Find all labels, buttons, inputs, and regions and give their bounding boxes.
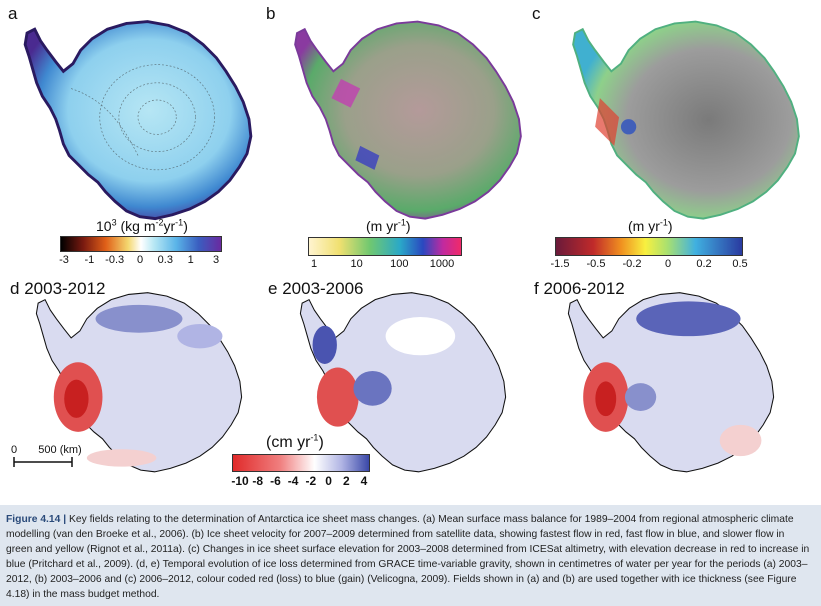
colorbar-a-tick: -3 [59, 254, 69, 266]
panel-f-label: f 2006-2012 [534, 279, 625, 298]
panel-c-letter: c [532, 4, 541, 23]
panel-a-smb-map [8, 12, 268, 232]
colorbar-d-tick: -2 [305, 474, 317, 488]
colorbar-d-tick: -4 [287, 474, 299, 488]
colorbar-c-tick: 0.2 [696, 258, 712, 270]
colorbar-a-tick: 1 [187, 254, 194, 266]
scale-bar-label: 500 (km) [38, 444, 82, 456]
antarctica-grace-2003-2006 [299, 292, 507, 473]
panel-a-letter: a [8, 4, 18, 23]
colorbar-d-tick: -10 [231, 474, 249, 488]
panel-e-label: e 2003-2006 [268, 279, 364, 298]
colorbar-c-tick: -0.5 [586, 258, 606, 270]
scale-bar-graphic [13, 457, 73, 467]
scale-bar-zero: 0 [10, 444, 18, 456]
colorbar-d-tick: 2 [342, 474, 350, 488]
panel-d-label: d 2003-2012 [10, 279, 106, 298]
colorbar-b-title: (m yr-1) [366, 217, 411, 234]
colorbar-a-tick: 3 [212, 254, 220, 266]
colorbar-d-tick: -8 [252, 474, 264, 488]
panel-f-grace-map [546, 284, 796, 484]
colorbar-b-tick: 100 [390, 258, 409, 270]
panel-e-grace-map [278, 284, 528, 484]
colorbar-a-tick: 0 [136, 254, 144, 266]
colorbar-c [555, 237, 743, 256]
caption-background [0, 505, 821, 606]
panel-b-letter: b [266, 4, 276, 23]
panel-b-velocity-map [278, 12, 538, 232]
panel-c-elevation-map [556, 12, 816, 232]
colorbar-b-tick: 10 [350, 258, 363, 270]
colorbar-a [60, 236, 222, 252]
colorbar-b-tick: 1 [310, 258, 318, 270]
colorbar-c-tick: 0 [664, 258, 672, 270]
colorbar-a-tick: -0.3 [105, 254, 125, 266]
colorbar-b-tick: 1000 [429, 258, 455, 270]
colorbar-d-tick: 4 [360, 474, 368, 488]
scale-bar [10, 442, 80, 477]
caption-figure-label: Figure 4.14 | [6, 514, 67, 525]
colorbar-d-title: (cm yr-1) [266, 432, 324, 451]
figure-caption: Figure 4.14 | Key fields relating to the… [6, 512, 812, 603]
colorbar-c-tick: -0.2 [622, 258, 642, 270]
colorbar-b [308, 237, 462, 256]
colorbar-c-tick: 0.5 [732, 258, 748, 270]
antarctica-velocity-map [294, 20, 522, 220]
colorbar-d-tick: -6 [270, 474, 281, 488]
antarctica-grace-2006-2012 [567, 292, 775, 473]
antarctica-smb-map [23, 20, 253, 221]
colorbar-d [232, 454, 370, 472]
colorbar-a-title: 103 (kg m-2yr-1) [96, 217, 188, 234]
panel-d-grace-map [14, 284, 264, 484]
colorbar-c-tick: -1.5 [550, 258, 570, 270]
antarctica-elevation-map [572, 20, 800, 220]
colorbar-c-title: (m yr-1) [628, 217, 673, 234]
colorbar-a-tick: -1 [84, 254, 95, 266]
antarctica-grace-2003-2012 [35, 292, 243, 473]
colorbar-d-tick: 0 [325, 474, 332, 488]
caption-text: Key fields relating to the determination… [6, 514, 810, 601]
colorbar-a-tick: 0.3 [157, 254, 173, 266]
